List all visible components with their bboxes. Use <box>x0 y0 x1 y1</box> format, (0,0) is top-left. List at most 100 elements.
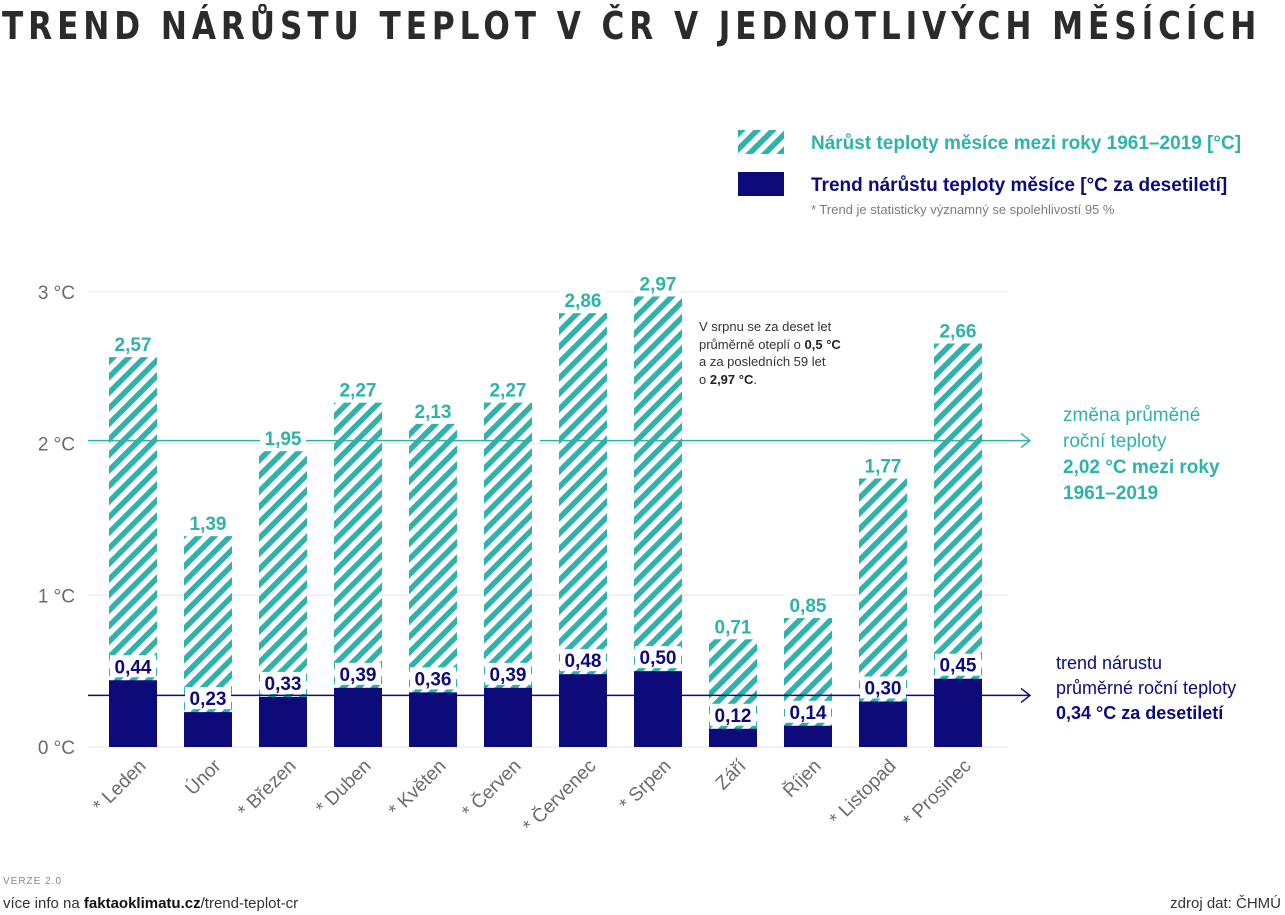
trend-value-label: 0,23 <box>190 689 227 710</box>
solid-bar <box>259 696 307 747</box>
value-label-bg <box>185 687 231 710</box>
hatched-bar <box>784 618 832 747</box>
solid-bars <box>109 671 982 747</box>
x-tick-label: * Květen <box>385 756 451 822</box>
x-tick-label: Únor <box>181 755 226 800</box>
trend-value-label: 0,39 <box>490 665 527 686</box>
x-tick-label: Září <box>712 755 751 794</box>
annotation-line: 1961–2019 <box>1063 483 1159 504</box>
total-value-label: 1,39 <box>190 514 227 535</box>
total-value-label: 0,71 <box>715 617 752 638</box>
solid-bar <box>859 701 907 747</box>
trend-value-label: 0,14 <box>790 703 827 724</box>
x-tick-label: * Duben <box>312 756 375 819</box>
solid-swatch-icon <box>738 172 784 196</box>
annotation-srpen: V srpnu se za deset let průměrně oteplí … <box>699 318 841 388</box>
annotation-srpen-line: a za posledních 59 let <box>699 354 826 369</box>
total-value-label: 2,66 <box>940 321 977 342</box>
total-value-label: 0,85 <box>790 596 827 617</box>
value-label-bg <box>785 700 831 723</box>
solid-bar <box>709 728 757 747</box>
arrow-icon <box>1020 432 1032 449</box>
annotation-srpen-line: průměrně oteplí o 0,5 °C <box>699 336 841 352</box>
legend-label-hatched: Nárůst teploty měsíce mezi roky 1961–201… <box>811 133 1242 154</box>
value-label-bg <box>560 289 606 312</box>
arrow-icon <box>1020 687 1032 704</box>
x-tick-label: * Srpen <box>616 756 676 816</box>
annotation-srpen-line: V srpnu se za deset let <box>699 319 832 334</box>
value-label-bg <box>485 662 531 685</box>
legend-label-solid: Trend nárůstu teploty měsíce [°C za dese… <box>811 175 1228 196</box>
total-value-label: 1,95 <box>265 429 302 450</box>
total-value-label: 1,77 <box>865 456 902 477</box>
total-value-label: 2,13 <box>415 402 452 423</box>
value-label-bg <box>410 399 456 422</box>
x-tick-label: * Březen <box>234 756 300 822</box>
solid-bar <box>559 674 607 747</box>
annotation-line: změna průměné <box>1063 405 1201 426</box>
x-tick-label: * Červen <box>458 755 526 823</box>
trend-value-label: 0,48 <box>565 651 602 672</box>
trend-value-label: 0,44 <box>115 657 152 678</box>
trend-value-label: 0,12 <box>715 706 752 727</box>
total-value-label: 2,97 <box>640 274 677 295</box>
solid-bar <box>334 687 382 747</box>
value-label-bg <box>110 655 156 678</box>
value-label-bg <box>860 454 906 477</box>
annotation-line: 2,02 °C mezi roky <box>1063 457 1220 478</box>
info-link[interactable]: více info na faktaoklimatu.cz/trend-tepl… <box>3 895 299 912</box>
y-tick-label: 3 °C <box>38 283 75 304</box>
value-label-bg <box>560 649 606 672</box>
annotation-line: trend nárustu <box>1056 653 1163 673</box>
version-label: VERZE 2.0 <box>3 876 63 887</box>
annotation-year-change: změna průměné roční teploty 2,02 °C mezi… <box>1063 403 1220 507</box>
x-tick-label: Říjen <box>779 755 826 802</box>
trend-value-label: 0,50 <box>640 648 677 669</box>
value-label-bg <box>710 615 756 638</box>
total-value-label: 2,57 <box>115 335 152 356</box>
value-label-bg <box>260 427 306 450</box>
value-label-bg <box>335 662 381 685</box>
hatched-bars <box>109 296 982 747</box>
solid-bar <box>184 712 232 747</box>
legend-note: * Trend je statisticky významný se spole… <box>811 202 1115 217</box>
value-label-bg <box>710 703 756 726</box>
y-tick-label: 0 °C <box>38 738 75 759</box>
annotation-srpen-line: o 2,97 °C. <box>699 371 757 387</box>
solid-bar <box>934 678 982 747</box>
trend-value-label: 0,33 <box>265 674 302 695</box>
total-value-label: 2,27 <box>340 381 377 402</box>
value-label-bg <box>935 653 981 676</box>
y-tick-label: 2 °C <box>38 435 75 456</box>
value-label-bg <box>185 512 231 535</box>
hatched-bar <box>184 536 232 747</box>
solid-bar <box>109 680 157 747</box>
solid-bar <box>634 671 682 747</box>
solid-bar <box>784 725 832 747</box>
x-tick-label: * Leden <box>89 756 150 817</box>
value-label-bg <box>110 333 156 356</box>
value-labels: 2,57 1,39 1,95 2,27 2,13 2,27 2,86 2,97 0,71 0,85… <box>110 272 981 727</box>
x-tick-label: * Listopad <box>826 756 901 831</box>
annotation-line: roční teploty <box>1063 431 1167 452</box>
source-label: zdroj dat: ČHMÚ <box>1170 895 1281 912</box>
solid-bar <box>409 692 457 747</box>
x-axis: * Leden Únor * Březen * Duben * Květen * Červ… <box>89 755 975 837</box>
y-axis: 0 °C 1 °C 2 °C 3 °C <box>38 283 75 759</box>
value-label-bg <box>635 646 681 669</box>
solid-bar <box>484 687 532 747</box>
value-label-bg <box>260 671 306 694</box>
value-label-bg <box>485 378 531 401</box>
value-label-bg <box>785 594 831 617</box>
trend-value-label: 0,39 <box>340 665 377 686</box>
trend-value-label: 0,45 <box>940 656 977 677</box>
x-tick-label: * Prosinec <box>899 756 975 832</box>
value-label-bg <box>335 378 381 401</box>
x-tick-label: * Červenec <box>519 755 601 837</box>
value-label-bg <box>635 272 681 295</box>
chart-title: TREND NÁRŮSTU TEPLOT V ČR V JEDNOTLIVÝCH… <box>2 4 1262 48</box>
trend-value-label: 0,36 <box>415 669 452 690</box>
grid-lines <box>88 291 1008 748</box>
value-label-bg <box>935 319 981 342</box>
